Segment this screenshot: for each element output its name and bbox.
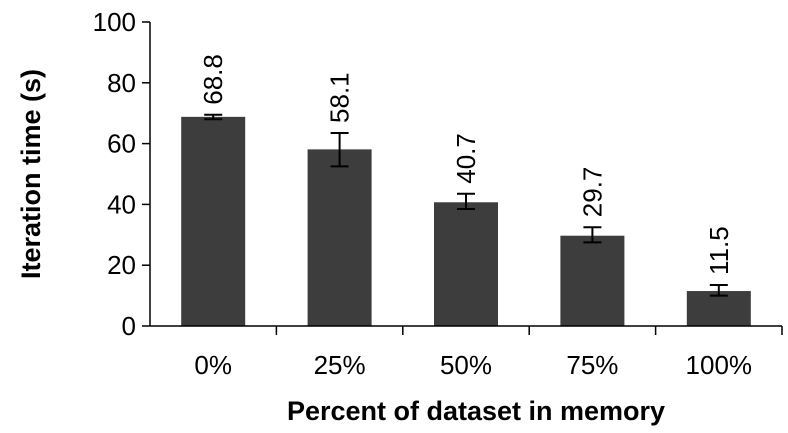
data-label: 58.1 <box>325 72 355 123</box>
y-tick-label: 80 <box>107 68 136 98</box>
x-tick-label: 100% <box>686 350 753 380</box>
y-tick-label: 100 <box>93 7 136 37</box>
data-label: 11.5 <box>704 226 734 275</box>
bar <box>181 116 246 327</box>
x-tick-label: 25% <box>314 350 366 380</box>
x-tick-label: 0% <box>194 350 232 380</box>
y-tick-label: 20 <box>107 250 136 280</box>
y-axis-ticks: 0 20 40 60 80 100 <box>93 7 150 341</box>
bar <box>307 149 372 326</box>
x-axis-ticks: 0% 25% 50% 75% 100% <box>194 326 783 380</box>
error-bar <box>583 226 602 244</box>
data-label: 40.7 <box>451 133 481 184</box>
y-tick-label: 60 <box>107 129 136 159</box>
error-bar <box>709 283 728 297</box>
bar <box>434 202 498 326</box>
error-bar <box>204 113 223 121</box>
y-axis-title: Iteration time (s) <box>16 69 46 279</box>
bars <box>181 116 751 327</box>
data-label: 68.8 <box>198 54 228 105</box>
bar <box>686 291 751 326</box>
y-tick-label: 40 <box>107 189 136 219</box>
error-bar <box>330 131 349 168</box>
value-labels: 68.8 58.1 40.7 29.7 11.5 <box>198 54 734 275</box>
x-tick-label: 50% <box>440 350 492 380</box>
bar <box>560 235 625 326</box>
error-bars <box>204 113 728 297</box>
y-tick-label: 0 <box>122 311 136 341</box>
error-bar <box>457 192 475 210</box>
x-tick-label: 75% <box>566 350 618 380</box>
data-label: 29.7 <box>577 167 607 218</box>
x-axis-title: Percent of dataset in memory <box>287 396 665 426</box>
